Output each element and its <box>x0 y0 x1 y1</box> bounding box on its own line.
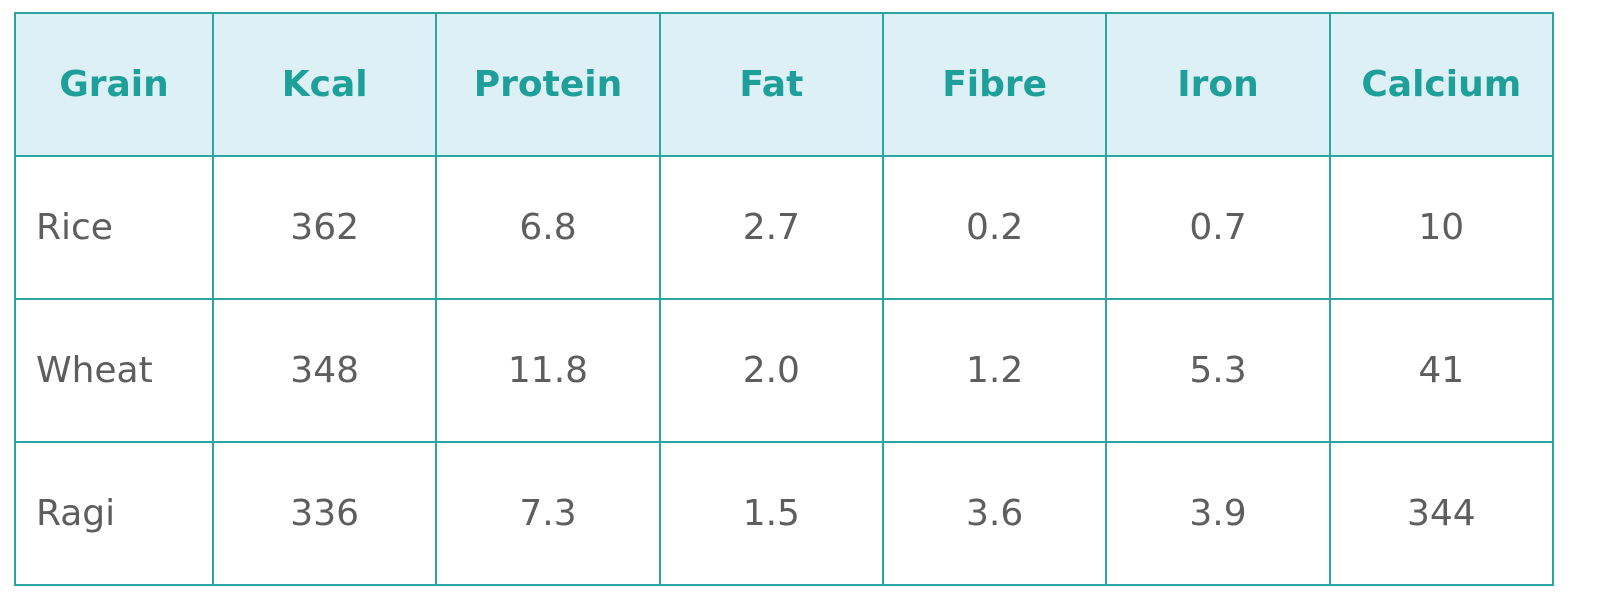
header-cell: Kcal <box>211 12 438 157</box>
table-cell: 10 <box>1328 155 1555 300</box>
row-label: Ragi <box>14 441 214 586</box>
table-cell: 41 <box>1328 298 1555 443</box>
header-cell: Fibre <box>881 12 1108 157</box>
table-cell: 6.8 <box>435 155 661 300</box>
header-cell: Fat <box>658 12 884 157</box>
table-cell: 3.9 <box>1105 441 1331 586</box>
header-cell: Iron <box>1105 12 1331 157</box>
nutrition-table: Grain Kcal Protein Fat Fibre Iron Calcium Rice… <box>14 12 1555 586</box>
table-row: Ragi 336 7.3 1.5 3.6 3.9 344 <box>14 441 1555 586</box>
header-cell: Calcium <box>1328 12 1555 157</box>
table-cell: 336 <box>211 441 438 586</box>
table-body: Rice 362 6.8 2.7 0.2 0.7 10 Wheat 348 11.8 2.0 1.2 5… <box>14 155 1555 586</box>
table-cell: 0.7 <box>1105 155 1331 300</box>
row-label: Rice <box>14 155 214 300</box>
table-cell: 11.8 <box>435 298 661 443</box>
table-cell: 344 <box>1328 441 1555 586</box>
row-label: Wheat <box>14 298 214 443</box>
table-cell: 2.0 <box>658 298 884 443</box>
header-row: Grain Kcal Protein Fat Fibre Iron Calcium <box>14 12 1555 157</box>
table-cell: 7.3 <box>435 441 661 586</box>
table-cell: 2.7 <box>658 155 884 300</box>
table-row: Rice 362 6.8 2.7 0.2 0.7 10 <box>14 155 1555 300</box>
table-cell: 348 <box>211 298 438 443</box>
table-cell: 362 <box>211 155 438 300</box>
table-cell: 3.6 <box>881 441 1108 586</box>
header-cell: Grain <box>14 12 214 157</box>
table-cell: 5.3 <box>1105 298 1331 443</box>
table-cell: 1.2 <box>881 298 1108 443</box>
table-cell: 1.5 <box>658 441 884 586</box>
header-cell: Protein <box>435 12 661 157</box>
table-row: Wheat 348 11.8 2.0 1.2 5.3 41 <box>14 298 1555 443</box>
table-cell: 0.2 <box>881 155 1108 300</box>
